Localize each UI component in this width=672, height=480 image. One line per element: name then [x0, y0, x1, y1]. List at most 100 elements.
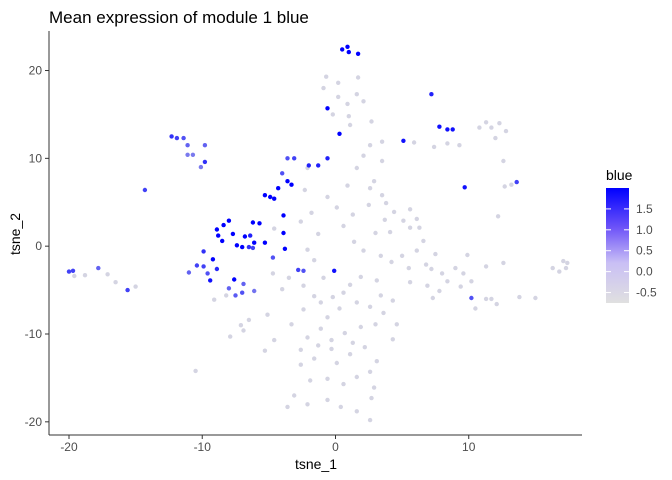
data-point [252, 240, 257, 245]
data-point [345, 44, 350, 49]
data-point [230, 231, 236, 237]
data-point [169, 134, 174, 139]
data-point [391, 209, 397, 215]
data-point [72, 273, 77, 279]
data-point [414, 248, 419, 253]
data-point [329, 346, 334, 352]
data-point [367, 186, 373, 191]
data-point [381, 310, 386, 316]
data-point [248, 233, 253, 238]
data-point [298, 347, 303, 352]
data-point [305, 247, 310, 252]
legend-tick-label: 0.5 [636, 244, 653, 258]
data-point [306, 163, 311, 168]
data-point [401, 218, 406, 223]
data-point [198, 164, 204, 170]
data-point [354, 374, 359, 380]
data-point [105, 272, 110, 277]
data-point [285, 156, 290, 161]
data-point [190, 152, 196, 157]
data-point [457, 143, 462, 148]
data-point [341, 381, 346, 387]
data-point [302, 187, 307, 193]
y-tick-label: 10 [29, 151, 43, 165]
data-point [240, 290, 245, 295]
data-point [473, 306, 478, 311]
legend-tick-label: 1.5 [636, 202, 653, 216]
data-point [276, 186, 281, 191]
legend-tick-label: 1.0 [636, 223, 653, 237]
data-point [390, 298, 395, 303]
data-point [445, 127, 450, 132]
legend-tick-label: -0.5 [636, 286, 657, 300]
data-point [433, 251, 438, 257]
x-axis-title: tsne_1 [295, 456, 337, 472]
data-point [325, 315, 330, 320]
data-point [445, 141, 450, 146]
data-point [430, 295, 435, 301]
data-point [361, 99, 366, 104]
data-point [346, 114, 351, 119]
data-point [272, 196, 277, 201]
data-point [347, 282, 353, 287]
y-tick-label: 20 [29, 64, 43, 78]
data-point [272, 337, 277, 343]
data-point [373, 230, 378, 236]
data-point [202, 143, 208, 148]
x-tick-label: 0 [332, 440, 339, 454]
data-point [371, 179, 377, 184]
data-point [379, 193, 385, 198]
data-point [358, 324, 363, 330]
data-point [214, 266, 220, 272]
data-point [329, 337, 334, 343]
data-point [354, 165, 359, 171]
data-point [350, 212, 355, 217]
y-axis-title: tsne_2 [7, 213, 23, 255]
data-point [374, 278, 379, 283]
legend-tick-label: 0.0 [636, 265, 653, 279]
data-point [503, 128, 509, 134]
data-point [202, 159, 208, 165]
data-point [389, 259, 394, 265]
data-point [262, 240, 268, 245]
data-point [272, 226, 277, 231]
data-point [423, 262, 429, 267]
data-point [445, 279, 450, 284]
data-point [201, 264, 206, 269]
data-point [70, 268, 76, 273]
data-point [334, 360, 339, 366]
data-point [321, 85, 326, 91]
data-point [298, 219, 303, 224]
data-point [347, 352, 353, 357]
data-point [220, 238, 225, 244]
data-point [382, 217, 387, 222]
data-point [366, 202, 371, 208]
data-point [246, 317, 252, 323]
color-legend: blue 1.5 1.0 0.5 0.0 -0.5 [606, 167, 657, 303]
y-tick-label: -20 [25, 415, 43, 429]
data-point [325, 194, 330, 200]
data-point [369, 395, 374, 401]
data-point [301, 268, 306, 273]
data-point [550, 265, 555, 271]
data-point [325, 397, 330, 403]
data-point [383, 200, 389, 206]
data-point [407, 225, 413, 230]
data-point [96, 265, 101, 271]
data-point [246, 244, 252, 250]
chart-title: Mean expression of module 1 blue [49, 8, 309, 27]
data-point [394, 322, 399, 327]
data-point [325, 156, 330, 161]
data-point [337, 131, 342, 136]
data-point [417, 225, 422, 230]
data-point [439, 271, 445, 276]
data-point [354, 409, 359, 414]
data-point [462, 185, 467, 190]
data-point [312, 356, 317, 361]
data-point [226, 218, 232, 223]
data-point [214, 227, 220, 232]
data-point [281, 230, 286, 236]
data-point [238, 323, 244, 328]
data-point [325, 106, 330, 111]
